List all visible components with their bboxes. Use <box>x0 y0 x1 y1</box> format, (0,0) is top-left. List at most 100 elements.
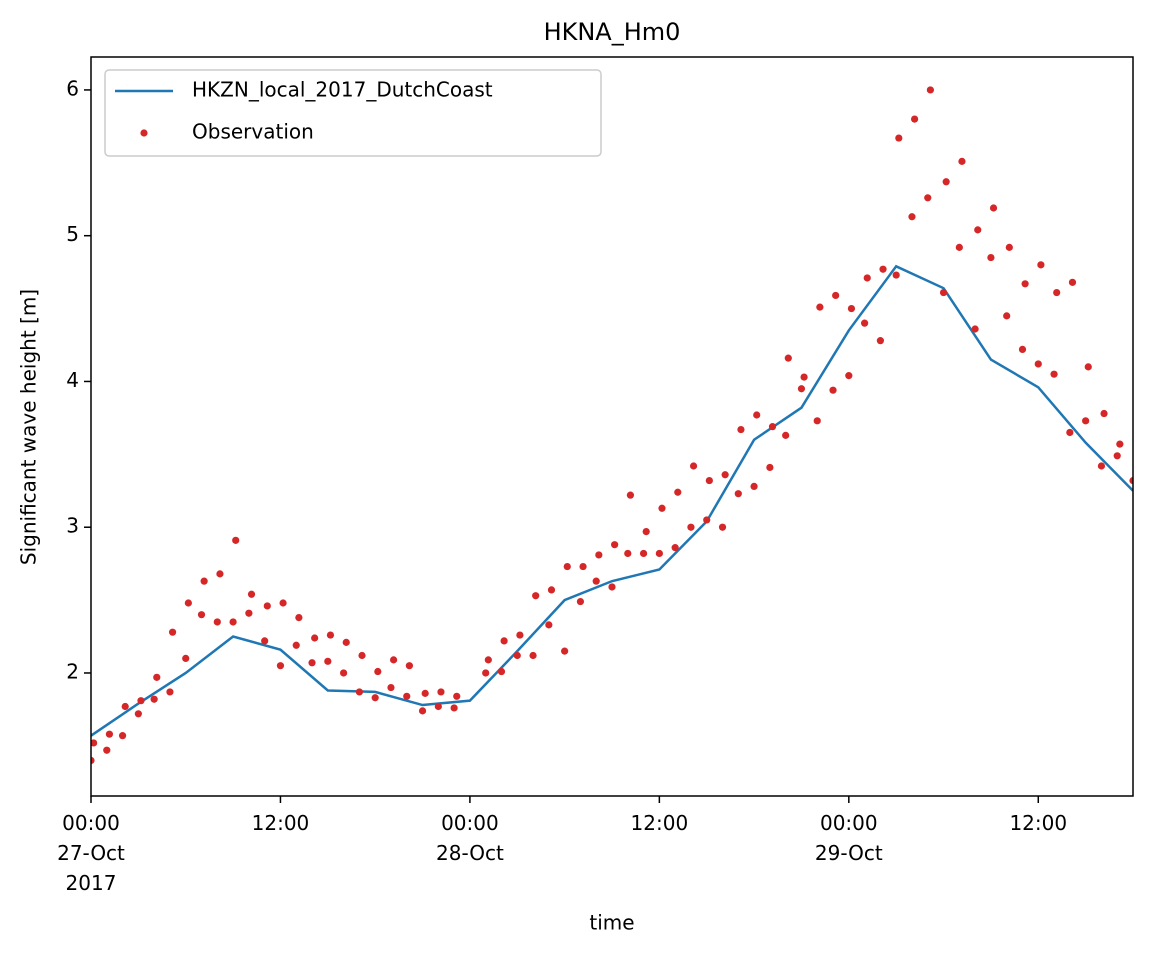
observation-point <box>750 482 758 491</box>
observation-point <box>168 628 177 636</box>
observation-point <box>308 659 316 667</box>
observation-point <box>213 618 221 626</box>
observation-point <box>829 386 837 394</box>
plot-area <box>91 86 1133 765</box>
observation-point <box>279 599 287 607</box>
x-tick-label: 00:00 27-Oct 2017 <box>57 811 125 895</box>
observation-point <box>863 274 871 282</box>
observation-point <box>687 523 695 531</box>
observation-point <box>374 667 382 676</box>
observation-point <box>263 602 271 610</box>
observation-point <box>497 667 506 676</box>
axes-frame <box>90 56 1134 797</box>
x-tick-label: 00:00 29-Oct <box>814 811 883 865</box>
observation-point <box>624 549 632 558</box>
observation-point <box>734 490 742 498</box>
observation-point <box>892 271 900 279</box>
y-tick-label: 5 <box>66 222 79 246</box>
observation-point <box>1018 345 1027 353</box>
observation-point <box>674 488 682 496</box>
observation-point <box>974 226 982 234</box>
observation-point <box>434 702 442 711</box>
observation-point <box>405 662 413 670</box>
observation-point <box>595 551 603 559</box>
observation-point <box>971 325 979 333</box>
observation-point <box>500 637 508 645</box>
observation-point <box>437 688 445 696</box>
observation-point <box>797 385 806 393</box>
observation-point <box>955 243 963 251</box>
observation-point <box>232 536 240 544</box>
observation-point <box>91 739 98 747</box>
y-tick-label: 6 <box>66 76 79 100</box>
observation-point <box>484 656 492 664</box>
observation-point <box>513 651 521 660</box>
observation-point <box>295 613 303 622</box>
observation-point <box>782 431 790 439</box>
observation-point <box>121 702 129 711</box>
observation-point <box>292 641 300 649</box>
observation-point <box>453 692 461 700</box>
observation-point <box>876 337 884 345</box>
observation-point <box>671 544 679 552</box>
observation-point <box>561 647 569 655</box>
observation-point <box>911 115 919 123</box>
x-axis-label: time <box>589 911 634 935</box>
observation-point <box>1005 243 1013 251</box>
observation-point <box>800 373 808 381</box>
observation-point <box>118 732 127 740</box>
observation-point <box>626 491 635 499</box>
y-axis-label: Significant wave height [m] <box>17 289 41 565</box>
chart-title: HKNA_Hm0 <box>544 18 681 46</box>
x-tick-label: 12:00 <box>251 811 310 835</box>
observation-point <box>658 504 666 512</box>
observation-point <box>91 756 95 765</box>
observation-point <box>861 319 869 327</box>
observation-point <box>845 372 853 380</box>
observation-point <box>184 599 192 607</box>
observation-point <box>340 669 348 677</box>
observation-point <box>516 631 524 639</box>
observation-point <box>418 707 427 715</box>
observation-point <box>229 618 237 626</box>
observation-point <box>326 631 335 639</box>
y-tick-label: 2 <box>66 659 79 683</box>
observation-point <box>166 688 174 696</box>
observation-point <box>311 634 319 642</box>
observation-point <box>576 597 585 606</box>
legend-label: Observation <box>192 120 314 144</box>
observation-point <box>103 746 111 754</box>
observation-point <box>529 651 537 660</box>
observation-point <box>879 265 887 273</box>
observation-point <box>563 562 571 571</box>
observation-point <box>592 577 600 585</box>
observation-point <box>705 476 713 485</box>
observation-point <box>390 656 398 664</box>
observation-point <box>1129 476 1133 485</box>
observation-point <box>276 662 285 670</box>
observation-point <box>908 213 916 221</box>
observation-point <box>1116 440 1124 448</box>
observation-point <box>247 590 256 598</box>
observation-point <box>358 651 366 660</box>
x-tick-label: 12:00 <box>630 811 689 835</box>
observation-point <box>753 411 761 419</box>
observation-point <box>639 549 648 558</box>
observation-point <box>1037 261 1045 269</box>
observation-point <box>1068 278 1077 286</box>
observation-point <box>895 134 903 142</box>
observation-point <box>1082 417 1090 425</box>
observation-point <box>371 694 379 702</box>
observation-point <box>532 592 540 600</box>
observation-point <box>784 354 792 362</box>
legend-box <box>104 69 602 157</box>
observation-point <box>766 463 774 472</box>
observation-point <box>482 669 490 677</box>
observation-point <box>342 638 350 646</box>
observation-point <box>1034 360 1042 368</box>
observation-point <box>403 692 411 700</box>
observation-point <box>1021 280 1029 288</box>
legend-marker <box>140 129 148 137</box>
observation-point <box>768 423 777 431</box>
